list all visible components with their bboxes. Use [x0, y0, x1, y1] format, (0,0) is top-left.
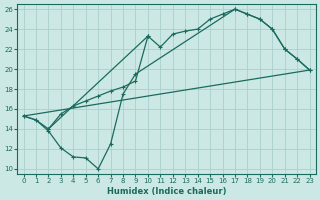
X-axis label: Humidex (Indice chaleur): Humidex (Indice chaleur) [107, 187, 226, 196]
